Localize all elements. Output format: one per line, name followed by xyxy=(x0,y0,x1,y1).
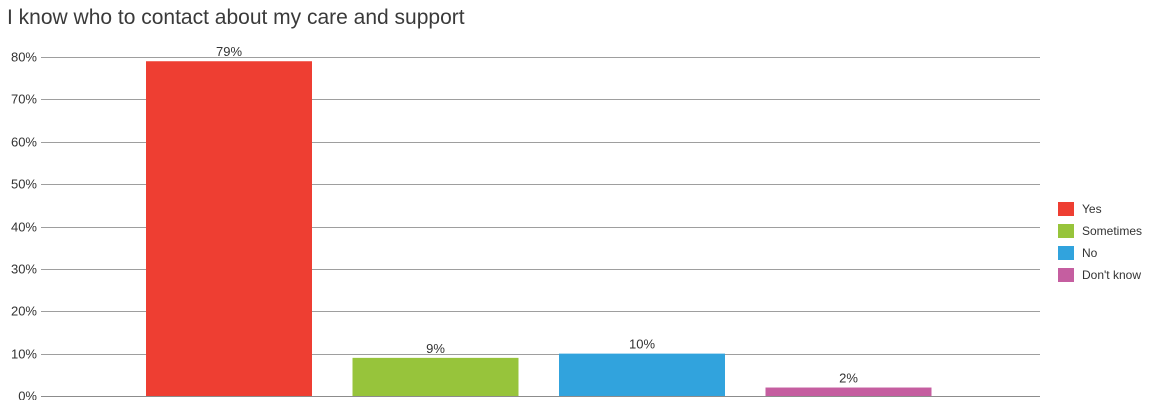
bar-no xyxy=(559,353,725,396)
legend: Yes Sometimes No Don't know xyxy=(1058,202,1142,282)
chart-title: I know who to contact about my care and … xyxy=(7,6,465,29)
y-tick-label: 60% xyxy=(11,135,37,150)
bar-don-t-know xyxy=(765,387,932,396)
y-tick-label: 70% xyxy=(11,92,37,107)
legend-label: Yes xyxy=(1082,202,1102,216)
y-tick-label: 80% xyxy=(11,50,37,65)
bar-yes xyxy=(146,61,312,397)
bar-value-labels: 79% 9% 10% 2% xyxy=(216,44,858,385)
bar-value-label: 10% xyxy=(629,337,655,352)
bars xyxy=(146,61,932,397)
y-tick-label: 10% xyxy=(11,347,37,362)
bar-value-label: 9% xyxy=(426,341,445,356)
y-tick-label: 0% xyxy=(18,389,37,400)
legend-label: No xyxy=(1082,246,1098,260)
gridlines xyxy=(41,57,1040,397)
legend-swatch xyxy=(1058,246,1074,260)
legend-swatch xyxy=(1058,202,1074,216)
y-tick-label: 20% xyxy=(11,304,37,319)
y-tick-label: 30% xyxy=(11,262,37,277)
bar-sometimes xyxy=(352,357,519,396)
y-tick-label: 50% xyxy=(11,177,37,192)
legend-label: Don't know xyxy=(1082,268,1141,282)
y-axis-tick-labels: 0% 10% 20% 30% 40% 50% 60% 70% 80% xyxy=(11,50,37,400)
legend-swatch xyxy=(1058,268,1074,282)
bar-value-label: 79% xyxy=(216,44,242,59)
bar-value-label: 2% xyxy=(839,371,858,386)
y-tick-label: 40% xyxy=(11,220,37,235)
legend-swatch xyxy=(1058,224,1074,238)
legend-label: Sometimes xyxy=(1082,224,1142,238)
